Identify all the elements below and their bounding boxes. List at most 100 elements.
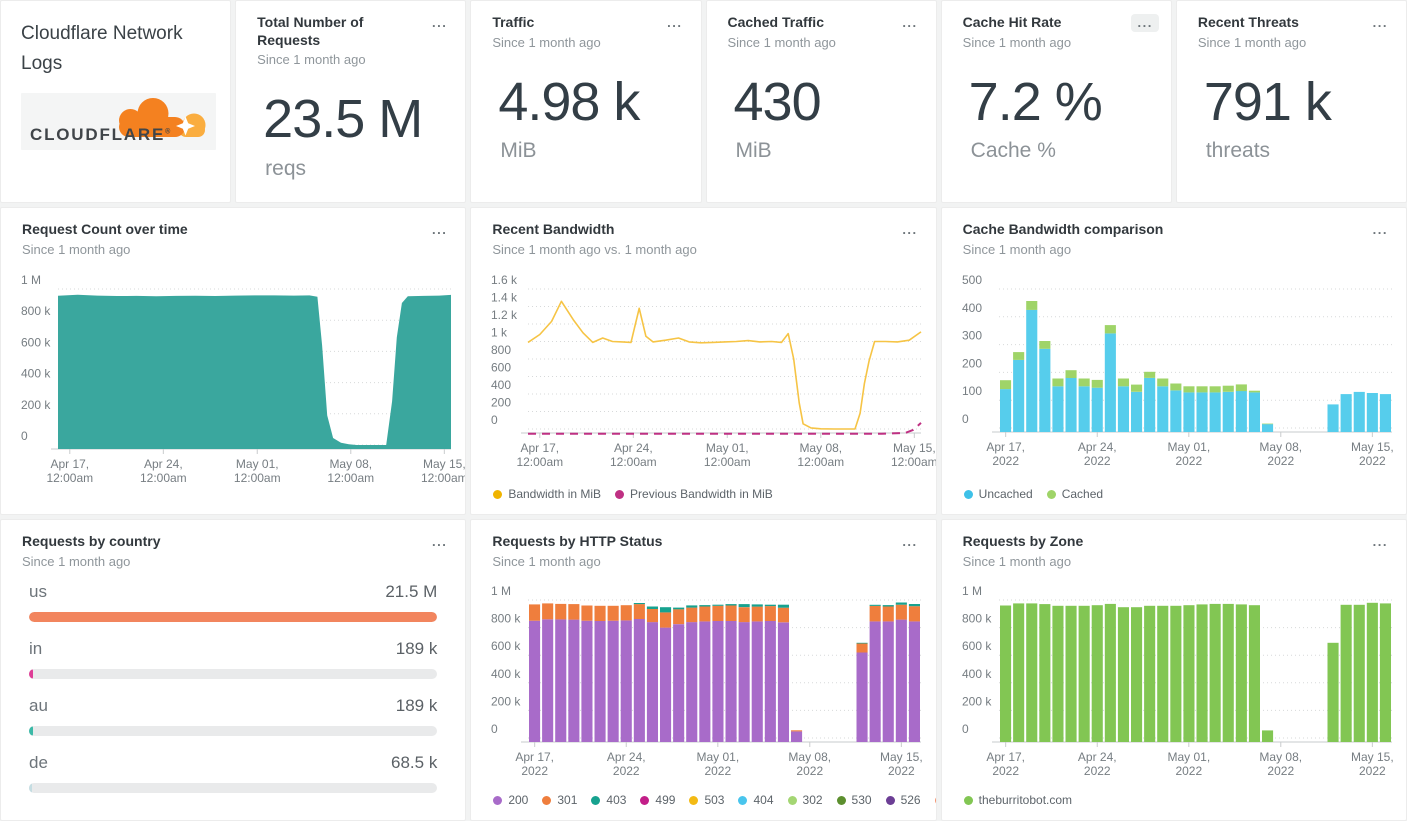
country-label: au: [29, 695, 48, 715]
panel-cache-hit-rate: Cache Hit Rate Since 1 month ago ... 7.2…: [940, 0, 1172, 203]
svg-text:0: 0: [962, 722, 969, 736]
svg-text:2022: 2022: [797, 764, 824, 778]
legend-item[interactable]: 200: [493, 793, 528, 807]
svg-text:May 08,: May 08,: [800, 441, 843, 455]
gauge-track: [29, 725, 438, 736]
svg-text:100: 100: [962, 384, 982, 398]
country-label: de: [29, 752, 48, 772]
legend-item[interactable]: Bandwidth in MiB: [493, 487, 601, 501]
legend-color-dot: [1046, 489, 1056, 499]
legend-color-dot: [963, 795, 973, 805]
requests-by-zone-chart[interactable]: 1 M 800 k 600 k 400 k 200 k 0 Apr 17, 2022 Apr 2…: [942, 575, 1406, 818]
svg-text:1 k: 1 k: [491, 325, 508, 339]
panel-menu-button[interactable]: ...: [431, 534, 448, 549]
stat-unit: threats: [1205, 139, 1271, 163]
legend-item[interactable]: 403: [591, 793, 626, 807]
panel-menu-button[interactable]: ...: [431, 222, 448, 237]
svg-text:Apr 17,: Apr 17,: [50, 457, 89, 471]
svg-text:200 k: 200 k: [962, 694, 992, 708]
chart-legend: Uncached Cached: [963, 487, 1103, 501]
svg-text:400 k: 400 k: [21, 366, 51, 380]
svg-text:2022: 2022: [1175, 454, 1202, 468]
panel-subtitle: Since 1 month ago: [727, 34, 836, 50]
gauge-track: [29, 782, 438, 793]
legend-item[interactable]: 302: [787, 793, 823, 807]
legend-label: theburritobot.com: [978, 793, 1073, 807]
panel-menu-button[interactable]: ...: [431, 15, 448, 30]
svg-text:12:00am: 12:00am: [517, 455, 564, 469]
svg-text:May 15,: May 15,: [880, 750, 923, 764]
svg-text:600 k: 600 k: [962, 639, 992, 653]
legend-color-dot: [591, 795, 601, 805]
panel-menu-button[interactable]: ...: [902, 15, 918, 30]
http-status-chart[interactable]: 1 M 800 k 600 k 400 k 200 k 0 Apr 17, 2022 Apr 2…: [471, 575, 935, 818]
panel-subtitle: Since 1 month ago: [492, 34, 601, 50]
panel-title: Recent Threats: [1197, 14, 1299, 30]
svg-text:800: 800: [491, 343, 511, 357]
panel-menu-button[interactable]: ...: [1372, 15, 1388, 30]
panel-subtitle: Since 1 month ago: [962, 241, 1072, 257]
panel-menu-button[interactable]: ...: [902, 222, 918, 237]
svg-text:2022: 2022: [992, 764, 1019, 778]
svg-text:May 01,: May 01,: [697, 750, 740, 764]
legend-item[interactable]: Uncached: [963, 487, 1033, 501]
legend-item[interactable]: Previous Bandwidth in MiB: [615, 487, 773, 501]
legend-label: 530: [851, 793, 872, 807]
panel-subtitle: Since 1 month ago: [22, 241, 131, 257]
panel-subtitle: Since 1 month ago: [1197, 34, 1307, 50]
legend-item[interactable]: Cached: [1046, 487, 1103, 501]
legend-item[interactable]: 530: [836, 793, 872, 807]
svg-text:May 08,: May 08,: [789, 750, 832, 764]
panel-total-requests: Total Number of Requests Since 1 month a…: [235, 0, 467, 203]
legend-item[interactable]: 301: [542, 793, 577, 807]
panel-subtitle: Since 1 month ago: [962, 553, 1072, 569]
chart-legend: theburritobot.com: [963, 793, 1073, 807]
panel-menu-button[interactable]: ...: [1372, 534, 1388, 549]
legend-label: 499: [655, 793, 676, 807]
legend-item[interactable]: 404: [738, 793, 774, 807]
legend-item[interactable]: 526: [885, 793, 921, 807]
stat-value: 7.2 %: [968, 71, 1103, 132]
cloudflare-cloud-icon: [119, 97, 206, 137]
svg-text:May 15,: May 15,: [423, 457, 466, 471]
svg-text:Apr 17,: Apr 17,: [521, 441, 560, 455]
legend-item[interactable]: 503: [689, 793, 724, 807]
legend-item[interactable]: theburritobot.com: [963, 793, 1073, 807]
request-count-chart[interactable]: 1 M 800 k 600 k 400 k 200 k 0 Apr 17, 12:00am Ap…: [1, 263, 466, 515]
stat-unit: MiB: [500, 139, 537, 163]
svg-text:May 01,: May 01,: [1167, 750, 1210, 764]
panel-menu-button[interactable]: ...: [667, 15, 683, 30]
svg-text:May 01,: May 01,: [236, 457, 279, 471]
country-label: us: [29, 581, 47, 601]
panel-subtitle: Since 1 month ago: [257, 52, 366, 67]
panel-menu-button[interactable]: ...: [1131, 14, 1159, 32]
country-value: 189 k: [395, 695, 438, 715]
legend-label: 404: [753, 793, 774, 807]
legend-item[interactable]: 524: [934, 793, 936, 807]
cache-bandwidth-chart[interactable]: 500 400 300 200 100 0 Apr 17, 2022 Apr 24, 2022 Ma…: [942, 263, 1406, 515]
svg-text:2022: 2022: [613, 764, 640, 778]
panel-menu-button[interactable]: ...: [902, 534, 918, 549]
svg-text:400 k: 400 k: [962, 666, 992, 680]
svg-text:2022: 2022: [1359, 454, 1386, 468]
gauge-track: [29, 668, 438, 679]
panel-menu-button[interactable]: ...: [1372, 222, 1388, 237]
legend-color-dot: [787, 795, 797, 805]
svg-text:2022: 2022: [1084, 454, 1111, 468]
svg-text:12:00am: 12:00am: [891, 455, 936, 469]
svg-text:2022: 2022: [992, 454, 1019, 468]
gauge-fill: [29, 668, 34, 679]
legend-item[interactable]: 499: [640, 793, 675, 807]
legend-label: 301: [557, 793, 578, 807]
svg-text:Apr 17,: Apr 17,: [986, 440, 1025, 454]
legend-color-dot: [689, 795, 699, 805]
chart-legend: 200 301 403 499 503 404 302 530 526 524: [493, 793, 936, 807]
svg-text:2022: 2022: [888, 764, 915, 778]
panel-title: Traffic: [492, 14, 535, 30]
panel-subtitle: Since 1 month ago vs. 1 month ago: [492, 241, 697, 257]
panel-cache-bandwidth: Cache Bandwidth comparison Since 1 month…: [940, 207, 1407, 515]
svg-text:Apr 24,: Apr 24,: [607, 750, 646, 764]
legend-color-dot: [738, 795, 748, 805]
svg-text:800 k: 800 k: [962, 611, 992, 625]
